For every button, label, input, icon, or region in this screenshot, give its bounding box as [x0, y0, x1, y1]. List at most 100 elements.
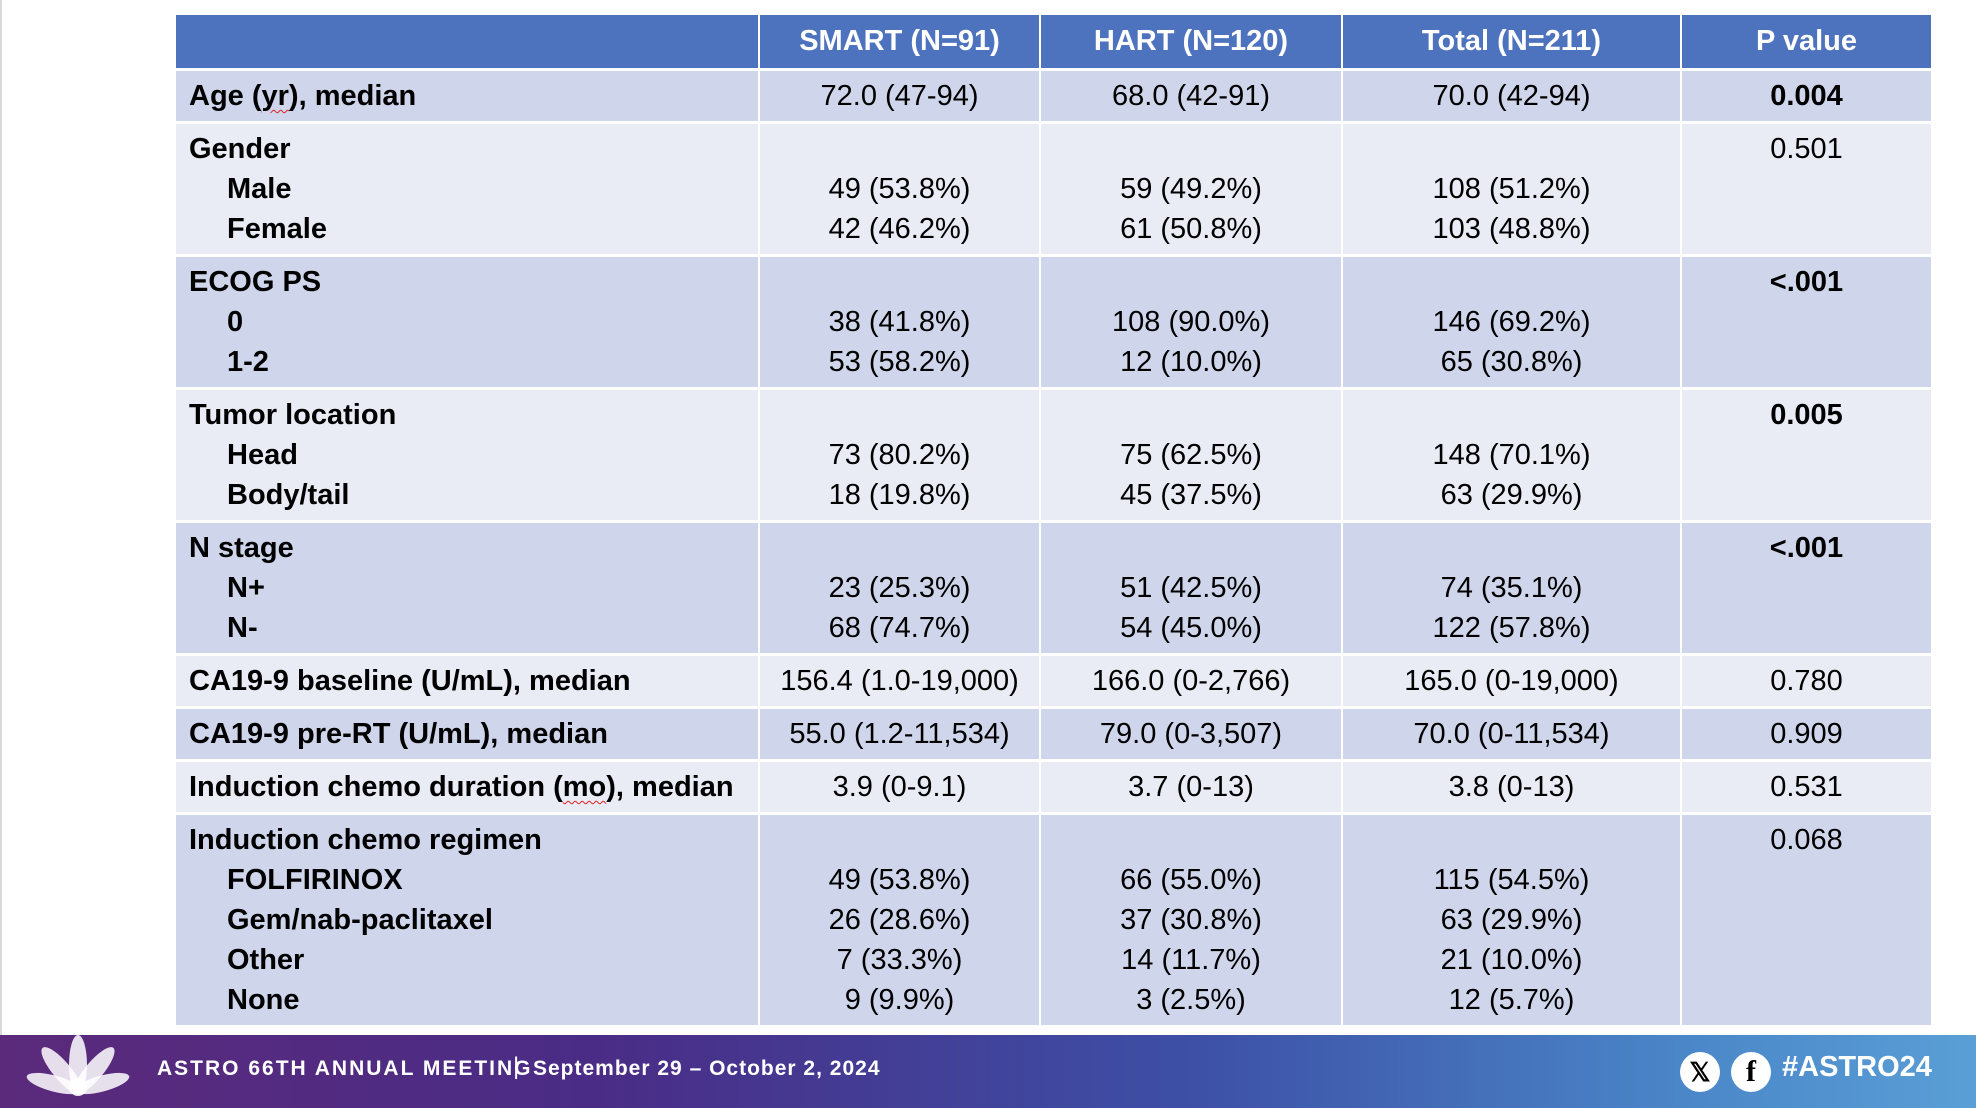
p-value-cell: 0.068 [1682, 815, 1931, 1028]
total-value-cell: 108 (51.2%) 103 (48.8%) [1343, 124, 1682, 257]
row-label: CA19-9 baseline (U/mL), median [189, 665, 631, 697]
smart-value [773, 395, 1026, 435]
table-row: CA19-9 pre-RT (U/mL), median 55.0 (1.2-11… [176, 709, 1931, 762]
smart-value: 53 (58.2%) [828, 346, 971, 378]
row-label-cell: Tumor location Head Body/tail [176, 390, 760, 523]
smart-value: 68 (74.7%) [828, 612, 971, 644]
total-value: 115 (54.5%) [1433, 864, 1590, 896]
total-value [1356, 262, 1667, 302]
smart-value: 3.9 (0-9.1) [832, 771, 967, 803]
header-cell-characteristic [176, 15, 760, 71]
table-row: Age (yr), median 72.0 (47-94) 68.0 (42-91)… [176, 71, 1931, 124]
smart-value [773, 820, 1026, 860]
smart-value: 49 (53.8%) [828, 173, 971, 205]
smart-value-cell: 55.0 (1.2-11,534) [760, 709, 1041, 762]
smart-value: 42 (46.2%) [828, 213, 971, 245]
hart-value-cell: 166.0 (0-2,766) [1041, 656, 1343, 709]
hart-value [1054, 528, 1328, 568]
row-sublabel: N+ [227, 572, 265, 604]
total-value [1356, 395, 1667, 435]
hart-value: 3 (2.5%) [1136, 984, 1246, 1016]
hart-value: 54 (45.0%) [1120, 612, 1262, 644]
total-value-cell: 148 (70.1%) 63 (29.9%) [1343, 390, 1682, 523]
p-value-cell: 0.004 [1682, 71, 1931, 124]
total-value: 122 (57.8%) [1432, 612, 1591, 644]
table-row: N stage N+ N- 23 (25.3%) 68 (74.7%) 51 (42.5%… [176, 523, 1931, 656]
total-value: 74 (35.1%) [1440, 572, 1583, 604]
row-sublabel: FOLFIRINOX [227, 864, 403, 896]
smart-value: 26 (28.6%) [828, 904, 971, 936]
row-label-cell: Induction chemo duration (mo), median [176, 762, 760, 815]
smart-value: 7 (33.3%) [836, 944, 963, 976]
row-label-cell: N stage N+ N- [176, 523, 760, 656]
hart-value [1054, 820, 1328, 860]
total-value: 21 (10.0%) [1440, 944, 1583, 976]
total-value [1356, 129, 1667, 169]
hart-value: 14 (11.7%) [1121, 944, 1261, 976]
table-row: ECOG PS 0 1-2 38 (41.8%) 53 (58.2%) 108 (90.0… [176, 257, 1931, 390]
table-body: Age (yr), median 72.0 (47-94) 68.0 (42-91)… [176, 71, 1931, 1028]
p-value-cell: 0.780 [1682, 656, 1931, 709]
total-value: 70.0 (0-11,534) [1413, 718, 1610, 750]
row-sublabel: 0 [227, 306, 244, 338]
hart-value: 68.0 (42-91) [1112, 80, 1270, 112]
total-value: 108 (51.2%) [1432, 173, 1591, 205]
table-row: Induction chemo regimen FOLFIRINOX Gem/nab… [176, 815, 1931, 1028]
total-value: 70.0 (42-94) [1432, 80, 1591, 112]
smart-value: 49 (53.8%) [828, 864, 971, 896]
hart-value: 61 (50.8%) [1120, 213, 1262, 245]
total-value-cell: 3.8 (0-13) [1343, 762, 1682, 815]
row-sublabel: Head [227, 439, 298, 471]
p-value-cell: 0.501 [1682, 124, 1931, 257]
astro-flower-logo-icon [8, 1035, 148, 1108]
hart-value-cell: 79.0 (0-3,507) [1041, 709, 1343, 762]
total-value-cell: 146 (69.2%) 65 (30.8%) [1343, 257, 1682, 390]
total-value: 63 (29.9%) [1440, 904, 1583, 936]
meeting-dates: September 29 – October 2, 2024 [533, 1057, 881, 1080]
p-value: 0.068 [1770, 824, 1843, 856]
x-icon[interactable]: 𝕏 [1680, 1052, 1720, 1092]
hart-value: 75 (62.5%) [1120, 439, 1262, 471]
hart-value [1054, 262, 1328, 302]
facebook-icon[interactable]: f [1731, 1052, 1771, 1092]
total-value-cell: 74 (35.1%) 122 (57.8%) [1343, 523, 1682, 656]
hart-value: 51 (42.5%) [1120, 572, 1262, 604]
baseline-characteristics-table: SMART (N=91) HART (N=120) Total (N=211) … [176, 15, 1931, 1028]
total-value-cell: 165.0 (0-19,000) [1343, 656, 1682, 709]
p-value-cell: 0.909 [1682, 709, 1931, 762]
hart-value-cell: 66 (55.0%) 37 (30.8%) 14 (11.7%) 3 (2.5%) [1041, 815, 1343, 1028]
header-cell-smart: SMART (N=91) [760, 15, 1041, 71]
hart-value-cell: 51 (42.5%) 54 (45.0%) [1041, 523, 1343, 656]
p-value: 0.780 [1770, 665, 1843, 697]
hart-value-cell: 108 (90.0%) 12 (10.0%) [1041, 257, 1343, 390]
smart-value [773, 262, 1026, 302]
p-value-cell: <.001 [1682, 257, 1931, 390]
table-header-row: SMART (N=91) HART (N=120) Total (N=211) … [176, 15, 1931, 71]
header-cell-p-value: P value [1682, 15, 1931, 71]
p-value: <.001 [1769, 266, 1844, 298]
total-value: 148 (70.1%) [1432, 439, 1591, 471]
row-label: Induction chemo regimen [189, 824, 542, 856]
row-sublabel: N- [227, 612, 258, 644]
p-value-cell: 0.005 [1682, 390, 1931, 523]
row-label: N stage [189, 532, 294, 564]
row-label: Age (yr), median [189, 80, 417, 112]
row-label: Gender [189, 133, 291, 165]
row-label-cell: ECOG PS 0 1-2 [176, 257, 760, 390]
smart-value: 73 (80.2%) [828, 439, 971, 471]
smart-value-cell: 72.0 (47-94) [760, 71, 1041, 124]
p-value-cell: 0.531 [1682, 762, 1931, 815]
row-sublabel: None [227, 984, 300, 1016]
smart-value-cell: 49 (53.8%) 26 (28.6%) 7 (33.3%) 9 (9.9%) [760, 815, 1041, 1028]
hashtag: #ASTRO24 [1782, 1051, 1932, 1083]
hart-value: 59 (49.2%) [1120, 173, 1262, 205]
smart-value: 156.4 (1.0-19,000) [780, 665, 1019, 697]
row-sublabel: Male [227, 173, 292, 205]
hart-value [1054, 129, 1328, 169]
footer-separator: | [513, 1053, 520, 1080]
hart-value: 79.0 (0-3,507) [1099, 718, 1283, 750]
total-value: 165.0 (0-19,000) [1404, 665, 1619, 697]
total-value [1356, 528, 1667, 568]
p-value: 0.531 [1770, 771, 1843, 803]
p-value: 0.909 [1770, 718, 1843, 750]
